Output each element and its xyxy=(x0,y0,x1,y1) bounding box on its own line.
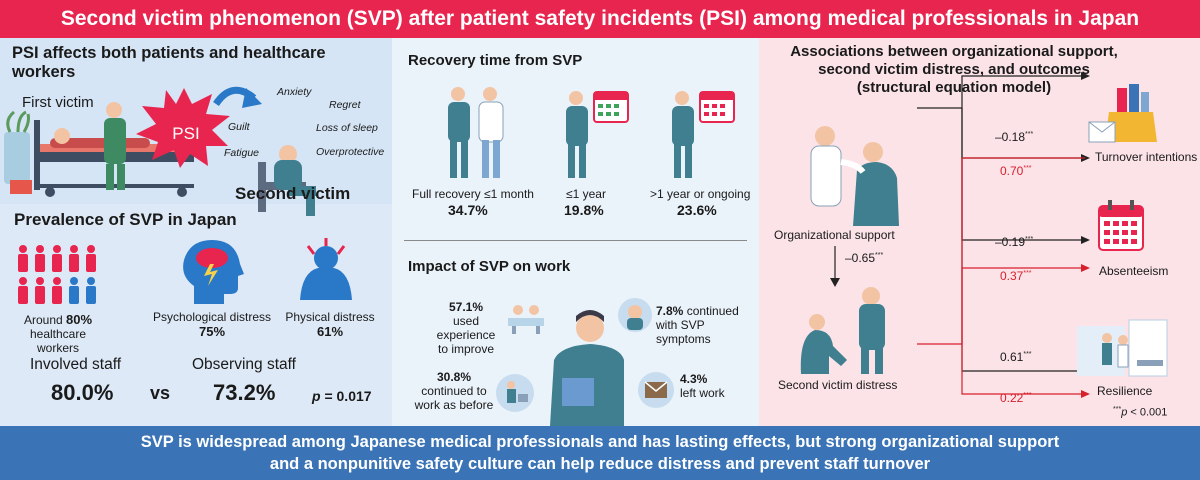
path-coefficient: –0.65*** xyxy=(845,251,884,265)
coef-resilience-red: 0.22*** xyxy=(1000,391,1032,405)
symptom-overprotective: Overprotective xyxy=(316,146,385,158)
second-victim-distress-illustration xyxy=(800,287,885,374)
impact-symptoms-text: 7.8% continued with SVP symptoms xyxy=(656,304,739,346)
hospital-bed-illustration xyxy=(4,102,194,197)
first-victim-label: First victim xyxy=(22,94,94,111)
turnover-icon xyxy=(1088,84,1157,143)
people-grid-icon xyxy=(18,245,96,304)
conclusion-line-2: and a nonpunitive safety culture can hel… xyxy=(269,455,931,473)
support-to-distress-arrow xyxy=(830,246,840,287)
recovery-heading: Recovery time from SVP xyxy=(408,52,583,69)
coef-resilience-black: 0.61*** xyxy=(1000,350,1032,364)
psi-panel: PSI affects both patients and healthcare… xyxy=(0,38,392,426)
coef-turnover-red: 0.70*** xyxy=(1000,164,1032,178)
impact-left-work-text: 4.3% left work xyxy=(680,372,725,400)
arrow-icon xyxy=(213,86,262,108)
recovery-panel: Recovery time from SVP Full recovery ≤1 … xyxy=(392,38,759,426)
resignation-letter-icon xyxy=(638,372,674,408)
second-victim-illustration xyxy=(258,145,316,216)
outcome-resilience-label: Resilience xyxy=(1097,384,1153,398)
symptom-regret: Regret xyxy=(329,99,361,111)
stat-80-label: Around 80% healthcare workers xyxy=(23,312,93,355)
sem-heading: Associations between organizational supp… xyxy=(790,43,1118,96)
recovery-label-3: >1 year or ongoing xyxy=(650,187,751,201)
full-recovery-illustration xyxy=(448,87,504,178)
black-paths xyxy=(917,75,1085,372)
coef-turnover-black: –0.18*** xyxy=(995,130,1034,144)
stat-physical-label: Physical distress xyxy=(285,310,375,324)
impact-improve-text: 57.1% used experience to improve xyxy=(436,300,496,356)
observing-staff-label: Observing staff xyxy=(192,356,296,373)
symptom-loss-of-sleep: Loss of sleep xyxy=(316,122,378,134)
organizational-support-illustration xyxy=(810,126,899,226)
improve-icon xyxy=(508,305,544,334)
one-year-illustration xyxy=(566,91,629,178)
org-support-label: Organizational support xyxy=(774,228,895,242)
conclusion-banner: SVP is widespread among Japanese medical… xyxy=(0,426,1200,480)
recovery-label-1: Full recovery ≤1 month xyxy=(412,187,534,201)
second-victim-label: Second victim xyxy=(235,184,351,203)
physical-distress-icon xyxy=(300,238,352,300)
symptom-fatigue: Fatigue xyxy=(224,147,260,159)
vs-label: vs xyxy=(150,383,171,403)
recovery-value-2: 19.8% xyxy=(564,202,604,218)
involved-staff-value: 80.0% xyxy=(51,380,114,405)
recovery-value-1: 34.7% xyxy=(448,202,488,218)
sem-panel: Associations between organizational supp… xyxy=(759,38,1200,426)
path-diagram-lines xyxy=(917,72,1090,398)
ongoing-illustration xyxy=(672,91,735,178)
observing-staff-value: 73.2% xyxy=(213,380,276,405)
work-as-before-icon xyxy=(496,374,534,412)
red-paths xyxy=(917,157,1085,345)
symptom-anxiety: Anxiety xyxy=(277,86,312,98)
coef-absenteeism-red: 0.37*** xyxy=(1000,269,1032,283)
psi-heading: PSI affects both patients and healthcare… xyxy=(12,44,326,81)
psi-burst-icon xyxy=(136,88,230,168)
symptoms-icon xyxy=(618,298,652,332)
page-title: Second victim phenomenon (SVP) after pat… xyxy=(0,0,1200,38)
outcome-turnover-label: Turnover intentions xyxy=(1095,150,1198,164)
coef-absenteeism-black: –0.19*** xyxy=(995,235,1034,249)
prevalence-heading: Prevalence of SVP in Japan xyxy=(14,210,237,229)
conclusion-line-1: SVP is widespread among Japanese medical… xyxy=(140,433,1060,451)
worried-doctor-illustration xyxy=(550,310,624,426)
involved-staff-label: Involved staff xyxy=(30,356,122,373)
recovery-value-3: 23.6% xyxy=(677,202,717,218)
recovery-label-2: ≤1 year xyxy=(566,187,606,201)
symptom-guilt: Guilt xyxy=(228,121,250,133)
impact-heading: Impact of SVP on work xyxy=(408,258,571,275)
resilience-icon xyxy=(1077,319,1168,377)
absenteeism-calendar-icon xyxy=(1098,200,1144,251)
significance-note: ***p < 0.001 xyxy=(1113,406,1168,419)
distress-label: Second victim distress xyxy=(778,378,898,392)
impact-work-text: 30.8% continued to work as before xyxy=(414,370,494,412)
p-value: p = 0.017 xyxy=(312,388,372,404)
stat-psych-value: 75% xyxy=(198,324,226,339)
stat-physical-value: 61% xyxy=(316,324,344,339)
psi-label: PSI xyxy=(172,124,200,143)
outcome-absenteeism-label: Absenteeism xyxy=(1099,264,1169,278)
stat-psych-label: Psychological distress xyxy=(152,310,272,324)
section-divider xyxy=(404,240,747,241)
head-storm-icon xyxy=(183,240,244,304)
